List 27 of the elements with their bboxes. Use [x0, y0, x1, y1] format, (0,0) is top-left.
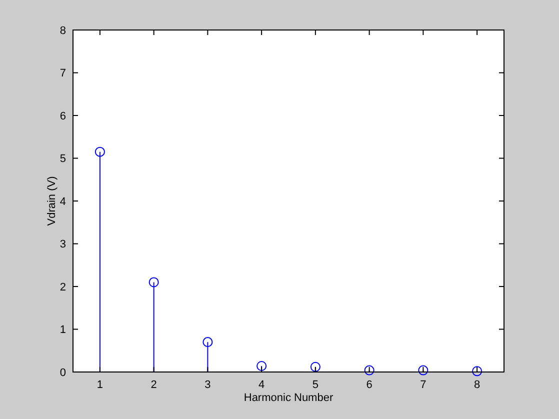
y-tick-label: 1 [60, 324, 66, 336]
x-tick-label: 8 [474, 379, 480, 391]
x-axis-title: Harmonic Number [244, 392, 334, 404]
y-tick-label: 2 [60, 281, 66, 294]
point [310, 362, 320, 372]
y-tick-label: 0 [60, 366, 66, 379]
x-tick-label: 6 [366, 379, 372, 391]
point [148, 277, 159, 288]
y-tick-label: 8 [60, 24, 66, 37]
point [364, 365, 374, 376]
y-tick-label: 7 [60, 68, 66, 80]
y-tick-label: 3 [60, 238, 66, 251]
x-tick-label: 5 [312, 379, 318, 391]
x-tick-label: 2 [150, 379, 157, 391]
point [202, 337, 213, 348]
point [418, 365, 428, 376]
point [256, 361, 267, 372]
point [94, 146, 105, 157]
y-tick-label: 5 [60, 153, 66, 166]
x-tick-label: 3 [204, 379, 211, 391]
point [472, 366, 482, 376]
x-tick-label: 1 [96, 379, 103, 391]
x-tick-label: 4 [258, 379, 265, 391]
y-tick-label: 4 [60, 196, 66, 208]
y-axis-title: Vdrain (V) [46, 176, 58, 226]
x-tick-label: 7 [420, 379, 426, 391]
y-tick-label: 6 [60, 110, 66, 122]
